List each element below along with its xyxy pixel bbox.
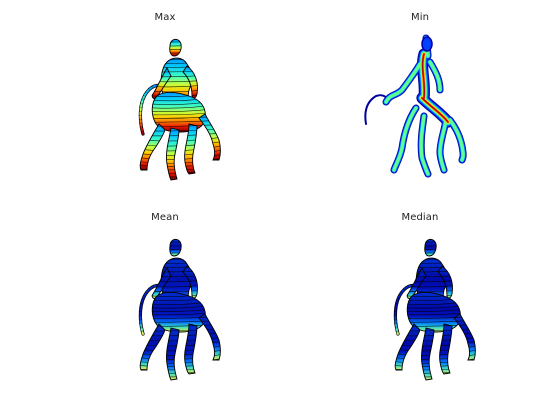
centaur-mesh-max xyxy=(138,38,221,181)
panel-title-median: Median xyxy=(401,212,439,223)
centaur-body-mean xyxy=(138,238,221,381)
centaur-mesh-min xyxy=(364,34,467,178)
centaur-mesh-mean xyxy=(138,238,221,381)
centaur-part-legFL xyxy=(184,323,198,375)
panel-title-mean: Mean xyxy=(151,212,179,223)
centaur-body-max xyxy=(138,38,221,181)
min-layer-3 xyxy=(392,106,418,172)
centaur-part-armL xyxy=(406,267,427,299)
centaur-body-min xyxy=(364,34,467,178)
panel-mean: Mean xyxy=(65,212,265,392)
min-layer-6 xyxy=(421,53,426,99)
panel-title-min: Min xyxy=(410,12,430,23)
panel-median: Median xyxy=(320,212,520,392)
panel-max: Max xyxy=(65,12,265,192)
panel-min: Min xyxy=(320,12,520,192)
centaur-part-armL xyxy=(151,67,172,99)
min-layer-3 xyxy=(428,60,442,92)
panel-title-max: Max xyxy=(154,12,176,23)
centaur-body-median xyxy=(393,238,476,381)
centaur-part-legFL xyxy=(439,323,453,375)
min-layer-3 xyxy=(384,62,422,104)
min-layer-3 xyxy=(448,118,465,162)
centaur-part-armL xyxy=(151,267,172,299)
centaur-part-legFL xyxy=(184,123,198,175)
min-layer-3 xyxy=(419,114,430,176)
centaur-mesh-median xyxy=(393,238,476,381)
min-layer-6 xyxy=(421,97,449,123)
min-layer-3 xyxy=(438,118,448,172)
